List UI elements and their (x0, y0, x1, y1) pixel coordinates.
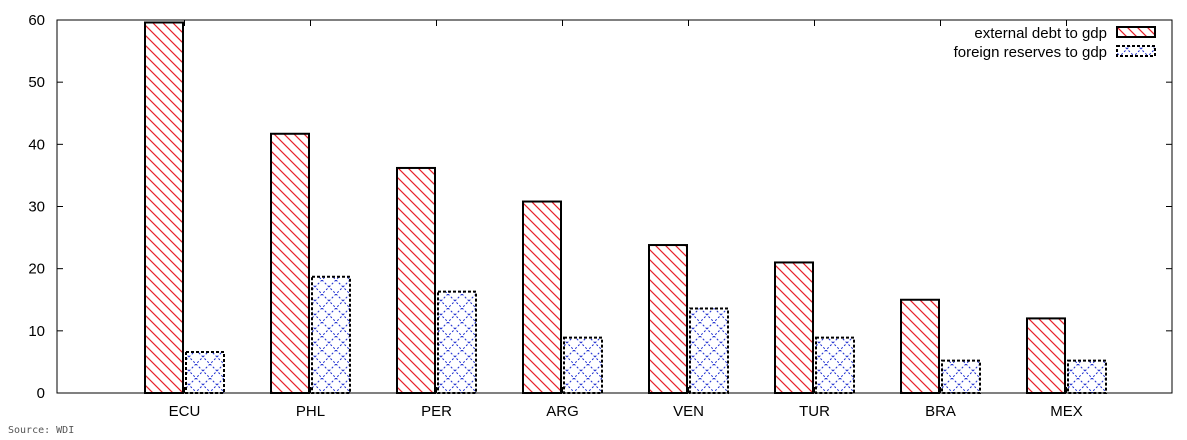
bar-foreign-reserves-tur (815, 336, 855, 394)
bar-foreign-reserves-mex (1067, 359, 1107, 395)
bar-external-debt-arg (522, 200, 562, 394)
bar-foreign-reserves-bra (941, 359, 981, 395)
bar-foreign-reserves-phl (311, 275, 351, 394)
legend-swatch-external-debt (1116, 26, 1156, 38)
bar-external-debt-ecu (144, 21, 184, 395)
bar-external-debt-bra (900, 298, 940, 394)
axis-layer: 0 10 20 30 40 50 60 ECU PHL PER ARG VEN TUR BRA MEX (28, 12, 1172, 420)
y-tick-label: 10 (28, 323, 45, 340)
y-tick-label: 20 (28, 261, 45, 278)
y-tick-label: 40 (28, 136, 45, 153)
bar-external-debt-mex (1026, 317, 1066, 394)
bar-foreign-reserves-ven (689, 307, 729, 395)
x-tick-label-phl: PHL (296, 403, 325, 420)
x-tick-label-bra: BRA (925, 403, 956, 420)
y-tick-label: 60 (28, 12, 45, 29)
plot-frame (56, 19, 1173, 394)
x-tick-label-ven: VEN (673, 403, 704, 420)
y-tick-label: 0 (37, 385, 45, 402)
x-tick-label-arg: ARG (546, 403, 579, 420)
x-tick-label-ecu: ECU (169, 403, 201, 420)
legend-swatch-foreign-reserves (1116, 45, 1156, 57)
legend: external debt to gdp foreign reserves to … (954, 25, 1156, 61)
legend-label-foreign-reserves: foreign reserves to gdp (954, 44, 1107, 61)
source-note: Source: WDI (8, 425, 75, 436)
x-tick-label-per: PER (421, 403, 452, 420)
bar-foreign-reserves-per (437, 290, 477, 394)
bar-external-debt-phl (270, 132, 310, 394)
legend-label-external-debt: external debt to gdp (974, 25, 1107, 42)
bar-external-debt-tur (774, 261, 814, 395)
x-tick-label-mex: MEX (1050, 403, 1083, 420)
bar-external-debt-per (396, 166, 436, 394)
bar-foreign-reserves-ecu (185, 350, 225, 394)
y-tick-label: 50 (28, 74, 45, 91)
y-tick-label: 30 (28, 199, 45, 216)
bar-external-debt-ven (648, 244, 688, 394)
bars-layer (144, 21, 1107, 395)
bar-foreign-reserves-arg (563, 336, 603, 394)
x-tick-label-tur: TUR (799, 403, 830, 420)
